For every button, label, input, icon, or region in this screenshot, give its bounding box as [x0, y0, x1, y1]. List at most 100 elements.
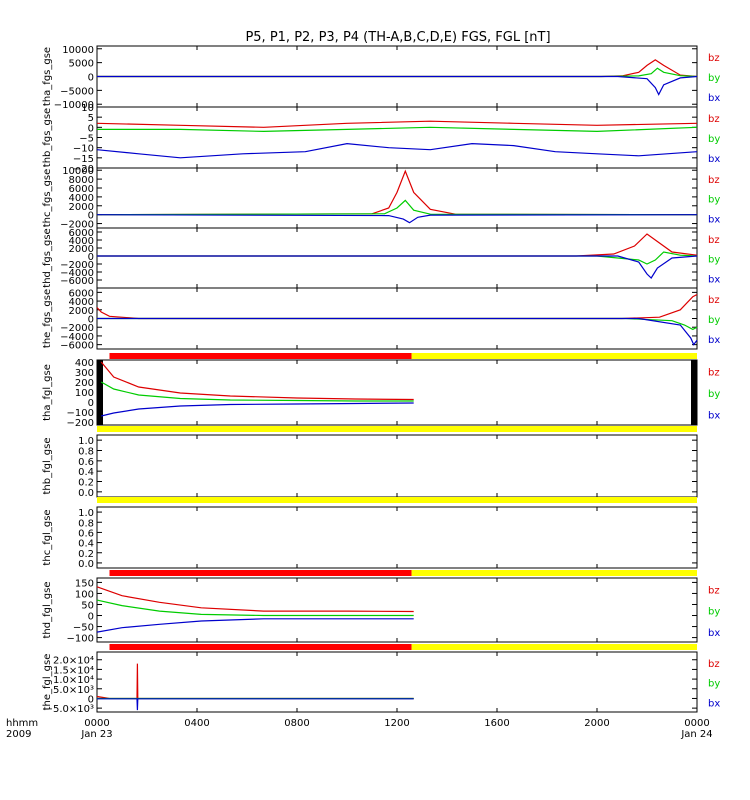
legend-bz: bz [708, 235, 720, 246]
panel-thc_fgl_gse: 1.00.80.60.40.20.0 thc_fgl_gse [42, 497, 698, 570]
legend-bx: bx [708, 154, 720, 165]
y-tick-label: −2000 [60, 220, 94, 231]
y-axis-label: thd_fgl_gse [42, 582, 53, 639]
y-tick-label: −6000 [60, 276, 94, 287]
y-tick-label: 1.5×10⁴ [53, 665, 94, 676]
y-tick-label: −15 [73, 154, 94, 165]
legend-by: by [708, 195, 720, 206]
y-tick-label: −100 [67, 408, 94, 419]
y-axis-label: the_fgl_gse [42, 654, 53, 711]
series-line-bz [96, 586, 414, 613]
y-axis-label: thb_fgs_gse [42, 108, 53, 167]
flag-bar-red [109, 353, 412, 359]
series-line-by [96, 599, 414, 617]
legend-by: by [708, 607, 720, 618]
panel-frame [96, 577, 698, 643]
y-tick-label: 150 [75, 578, 94, 589]
legend-by: by [708, 134, 720, 145]
y-tick-label: 2000 [69, 244, 94, 255]
y-tick-label: 0.2 [78, 549, 94, 560]
y-tick-label: 0 [88, 612, 94, 623]
y-tick-label: 0 [88, 252, 94, 263]
y-tick-label: −50 [73, 623, 94, 634]
y-axis-label: thd_fgs_gse [42, 228, 53, 287]
legend-bz: bz [708, 586, 720, 597]
legend-bx: bx [708, 698, 720, 709]
series-line-bx [96, 618, 414, 633]
panel-the_fgl_gse: 2.0×10⁴1.5×10⁴1.0×10⁴5.0×10³0−5.0×10³the… [42, 644, 720, 715]
panel-frame [96, 359, 698, 426]
legend-bz: bz [708, 659, 720, 670]
x-tick-label: 0000 [684, 718, 709, 729]
y-tick-label: 0 [88, 398, 94, 409]
legend-bz: bz [708, 114, 720, 125]
y-tick-label: 0 [88, 73, 94, 84]
y-tick-label: 0.4 [78, 539, 94, 550]
y-tick-label: 0.8 [78, 518, 94, 529]
legend-bz: bz [708, 53, 720, 64]
y-axis-label: the_fgs_gse [42, 289, 53, 348]
x-tick-label: 2000 [584, 718, 609, 729]
y-tick-label: 0.0 [78, 559, 94, 570]
panel-frame [96, 167, 698, 229]
y-tick-label: 5.0×10³ [53, 685, 94, 696]
legend-by: by [708, 315, 720, 326]
y-tick-label: 10 [81, 103, 94, 114]
legend-bx: bx [708, 628, 720, 639]
y-tick-label: 100 [75, 589, 94, 600]
series-line-bx [97, 255, 698, 279]
y-tick-label: −5 [79, 134, 94, 145]
panel-frame [96, 651, 698, 713]
y-tick-label: 0.0 [78, 488, 94, 499]
legend-bx: bx [708, 335, 720, 346]
series-line-bx [97, 698, 414, 711]
y-tick-label: 0.2 [78, 478, 94, 489]
series-line-bx [97, 317, 698, 346]
series-line-by [96, 199, 698, 216]
x-corner-label: 2009 [6, 729, 31, 740]
series-line-bz [97, 233, 698, 257]
y-tick-label: −20 [73, 164, 94, 175]
series-line-bz [97, 59, 698, 78]
y-tick-label: 0.4 [78, 467, 94, 478]
y-tick-label: 10000 [62, 45, 94, 56]
y-tick-label: −100 [67, 634, 94, 645]
legend-bx: bx [708, 274, 720, 285]
series-line-bz [100, 361, 414, 401]
flag-bar-yellow [97, 426, 697, 432]
y-tick-label: −2000 [60, 323, 94, 334]
legend-by: by [708, 255, 720, 266]
x-tick-label: Jan 23 [80, 729, 112, 740]
series-line-by [97, 126, 698, 133]
x-tick-label: 0000 [84, 718, 109, 729]
legend-by: by [708, 73, 720, 84]
y-tick-label: 4000 [69, 297, 94, 308]
y-tick-label: 0 [88, 315, 94, 326]
y-tick-label: 6000 [69, 288, 94, 299]
y-tick-label: −10 [73, 144, 94, 155]
x-tick-label: 0800 [284, 718, 309, 729]
y-axis-label: tha_fgl_gse [42, 364, 53, 421]
y-tick-label: 4000 [69, 193, 94, 204]
y-axis-label: thb_fgl_gse [42, 438, 53, 495]
series-line-bx [101, 402, 414, 417]
y-tick-label: 100 [75, 388, 94, 399]
series-line-by [97, 67, 698, 78]
y-tick-label: −5000 [60, 86, 94, 97]
panel-frame [96, 227, 698, 289]
y-tick-label: −10000 [54, 100, 94, 111]
flag-bar-yellow [411, 570, 697, 576]
y-tick-label: 0 [88, 211, 94, 222]
y-tick-label: 8000 [69, 175, 94, 186]
flag-bar-yellow [411, 644, 697, 650]
series-line-by [100, 381, 414, 402]
y-axis-label: thc_fgl_gse [42, 509, 53, 565]
y-tick-label: 2000 [69, 306, 94, 317]
legend-bx: bx [708, 214, 720, 225]
flag-bar-red [109, 570, 412, 576]
